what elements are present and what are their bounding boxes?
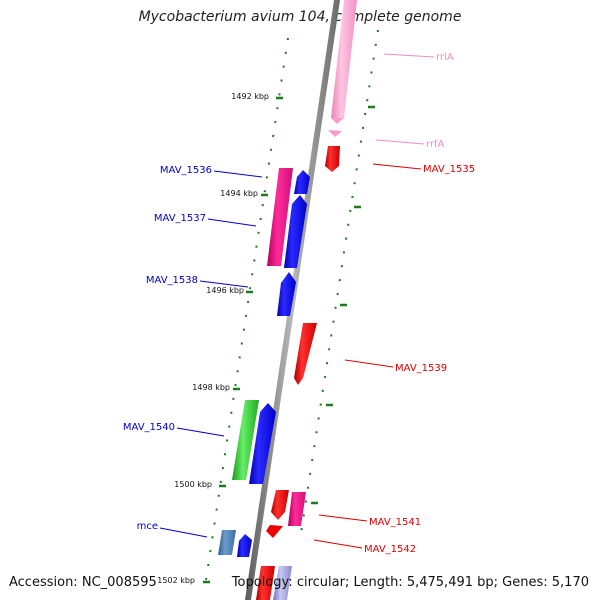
scale-label-1500: 1500 kbp (174, 480, 212, 489)
leader-rrlA (383, 53, 435, 58)
genome-title: Mycobacterium avium 104, complete genome (138, 9, 462, 25)
topology-value: circular (296, 575, 345, 590)
feature-MAV_1535[interactable] (325, 146, 340, 172)
leader-MAV_1537 (207, 218, 257, 227)
label-MAV_1540[interactable]: MAV_1540 (123, 422, 175, 433)
feature-MAV_1541b[interactable] (288, 492, 306, 526)
scale-label-1492: 1492 kbp (231, 92, 269, 101)
feature-trailing-red[interactable] (256, 566, 275, 600)
feature-rrlA[interactable] (331, 0, 357, 118)
label-MAV_1539[interactable]: MAV_1539 (395, 363, 447, 374)
scale-label-1502: 1502 kbp (157, 576, 195, 585)
label-mce[interactable]: mce (137, 521, 158, 532)
label-rrfA[interactable]: rrfA (426, 139, 445, 150)
label-MAV_1535[interactable]: MAV_1535 (423, 164, 475, 175)
length-value: 5,475,491 bp (406, 575, 494, 590)
feature-rrfA[interactable] (328, 130, 342, 137)
topology-label: Topology: (231, 575, 293, 590)
feature-mce-b[interactable] (237, 534, 252, 557)
feature-mce[interactable] (218, 530, 236, 555)
genome-stats-footer: Topology: circular; Length: 5,475,491 bp… (231, 575, 589, 590)
feature-MAV_1541[interactable] (271, 490, 289, 520)
feature-MAV_1540b[interactable] (249, 403, 276, 484)
leader-rrfA (375, 139, 425, 145)
genes-label: Genes: (502, 575, 548, 590)
accession-footer: Accession: NC_008595 (9, 575, 157, 590)
length-label: Length: (353, 575, 403, 590)
accession-value: NC_008595 (81, 575, 157, 590)
label-rrlA[interactable]: rrlA (436, 52, 454, 63)
leader-MAV_1539 (344, 359, 394, 368)
leader-mce (159, 527, 208, 538)
feature-MAV_1539[interactable] (294, 323, 317, 385)
label-MAV_1536[interactable]: MAV_1536 (160, 165, 212, 176)
scale-label-1494: 1494 kbp (220, 189, 258, 198)
scale-label-1498: 1498 kbp (192, 383, 230, 392)
feature-MAV_1536b[interactable] (294, 170, 310, 194)
genes-value: 5,170 (551, 575, 589, 590)
feature-MAV_1542[interactable] (266, 525, 283, 538)
label-MAV_1541[interactable]: MAV_1541 (369, 517, 421, 528)
feature-MAV_1537[interactable] (284, 195, 307, 268)
accession-label: Accession: (9, 575, 78, 590)
label-MAV_1542[interactable]: MAV_1542 (364, 544, 416, 555)
outer-dotted-track (299, 29, 379, 541)
scale-label-1496: 1496 kbp (206, 286, 244, 295)
feature-rrlA-head (331, 118, 344, 124)
feature-MAV_1536[interactable] (267, 168, 293, 266)
leader-MAV_1542 (313, 539, 363, 549)
label-MAV_1537[interactable]: MAV_1537 (154, 213, 206, 224)
feature-trailing-lavender[interactable] (273, 566, 292, 600)
feature-MAV_1540[interactable] (232, 400, 259, 480)
feature-MAV_1538[interactable] (277, 272, 296, 316)
leader-MAV_1535 (372, 163, 422, 170)
leader-MAV_1541 (318, 514, 368, 522)
leader-MAV_1536 (213, 170, 263, 178)
label-MAV_1538[interactable]: MAV_1538 (146, 275, 198, 286)
leader-MAV_1540 (176, 427, 225, 437)
scale-ticks (203, 96, 375, 584)
leader-MAV_1538 (199, 280, 249, 288)
